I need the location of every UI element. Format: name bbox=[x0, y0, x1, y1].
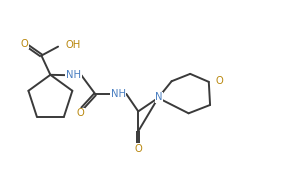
Text: O: O bbox=[134, 144, 142, 154]
Text: NH: NH bbox=[66, 70, 81, 81]
Text: NH: NH bbox=[111, 89, 126, 99]
Text: O: O bbox=[215, 76, 223, 86]
Text: O: O bbox=[77, 108, 84, 118]
Text: O: O bbox=[20, 39, 28, 49]
Text: N: N bbox=[155, 92, 163, 102]
Text: OH: OH bbox=[65, 40, 81, 50]
